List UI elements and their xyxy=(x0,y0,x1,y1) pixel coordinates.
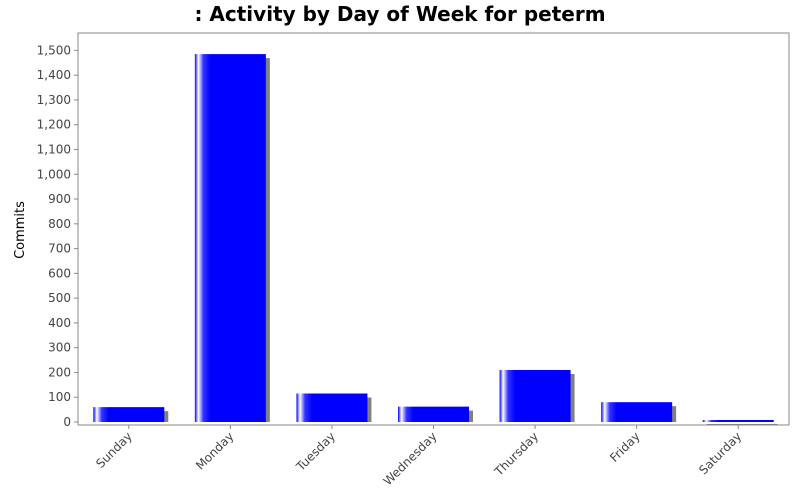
bar-monday xyxy=(194,54,266,423)
y-tick-label: 1,000 xyxy=(37,167,71,181)
bar-wednesday xyxy=(398,406,469,422)
bar-tuesday xyxy=(296,393,368,422)
y-tick-label: 100 xyxy=(48,390,71,404)
y-tick-label: 1,100 xyxy=(37,142,71,156)
x-axis: Sunday Monday Tuesday Wednesday Thursday Frid… xyxy=(78,424,789,488)
y-axis-title: Commits xyxy=(13,201,28,259)
bar-thursday xyxy=(499,369,571,422)
y-axis: 0 100 200 300 400 500 600 700 800 900 1,000 1,100 1,… xyxy=(37,43,78,429)
y-tick-label: 400 xyxy=(48,316,71,330)
x-category-label: Tuesday xyxy=(293,429,338,474)
y-tick-label: 0 xyxy=(63,415,71,429)
x-category-label: Thursday xyxy=(491,429,541,479)
x-category-label: Monday xyxy=(193,429,236,472)
x-category-label: Sunday xyxy=(93,429,135,471)
y-tick-label: 300 xyxy=(48,341,71,355)
bars xyxy=(93,54,778,426)
x-category-label: Wednesday xyxy=(381,429,440,488)
bar-friday xyxy=(601,402,673,422)
plot-area xyxy=(77,32,790,426)
y-tick-label: 1,500 xyxy=(37,43,71,57)
bar-saturday xyxy=(702,420,774,422)
x-category-label: Saturday xyxy=(696,429,744,477)
y-tick-label: 800 xyxy=(48,217,71,231)
y-tick-label: 700 xyxy=(48,242,71,256)
y-tick-label: 1,200 xyxy=(37,118,71,132)
chart-title: : Activity by Day of Week for peterm xyxy=(194,2,605,26)
y-tick-label: 900 xyxy=(48,192,71,206)
y-tick-label: 500 xyxy=(48,291,71,305)
bar-sunday xyxy=(93,407,165,422)
y-tick-label: 1,300 xyxy=(37,93,71,107)
y-tick-label: 200 xyxy=(48,365,71,379)
x-category-label: Friday xyxy=(607,429,643,465)
y-tick-label: 600 xyxy=(48,266,71,280)
y-tick-label: 1,400 xyxy=(37,68,71,82)
